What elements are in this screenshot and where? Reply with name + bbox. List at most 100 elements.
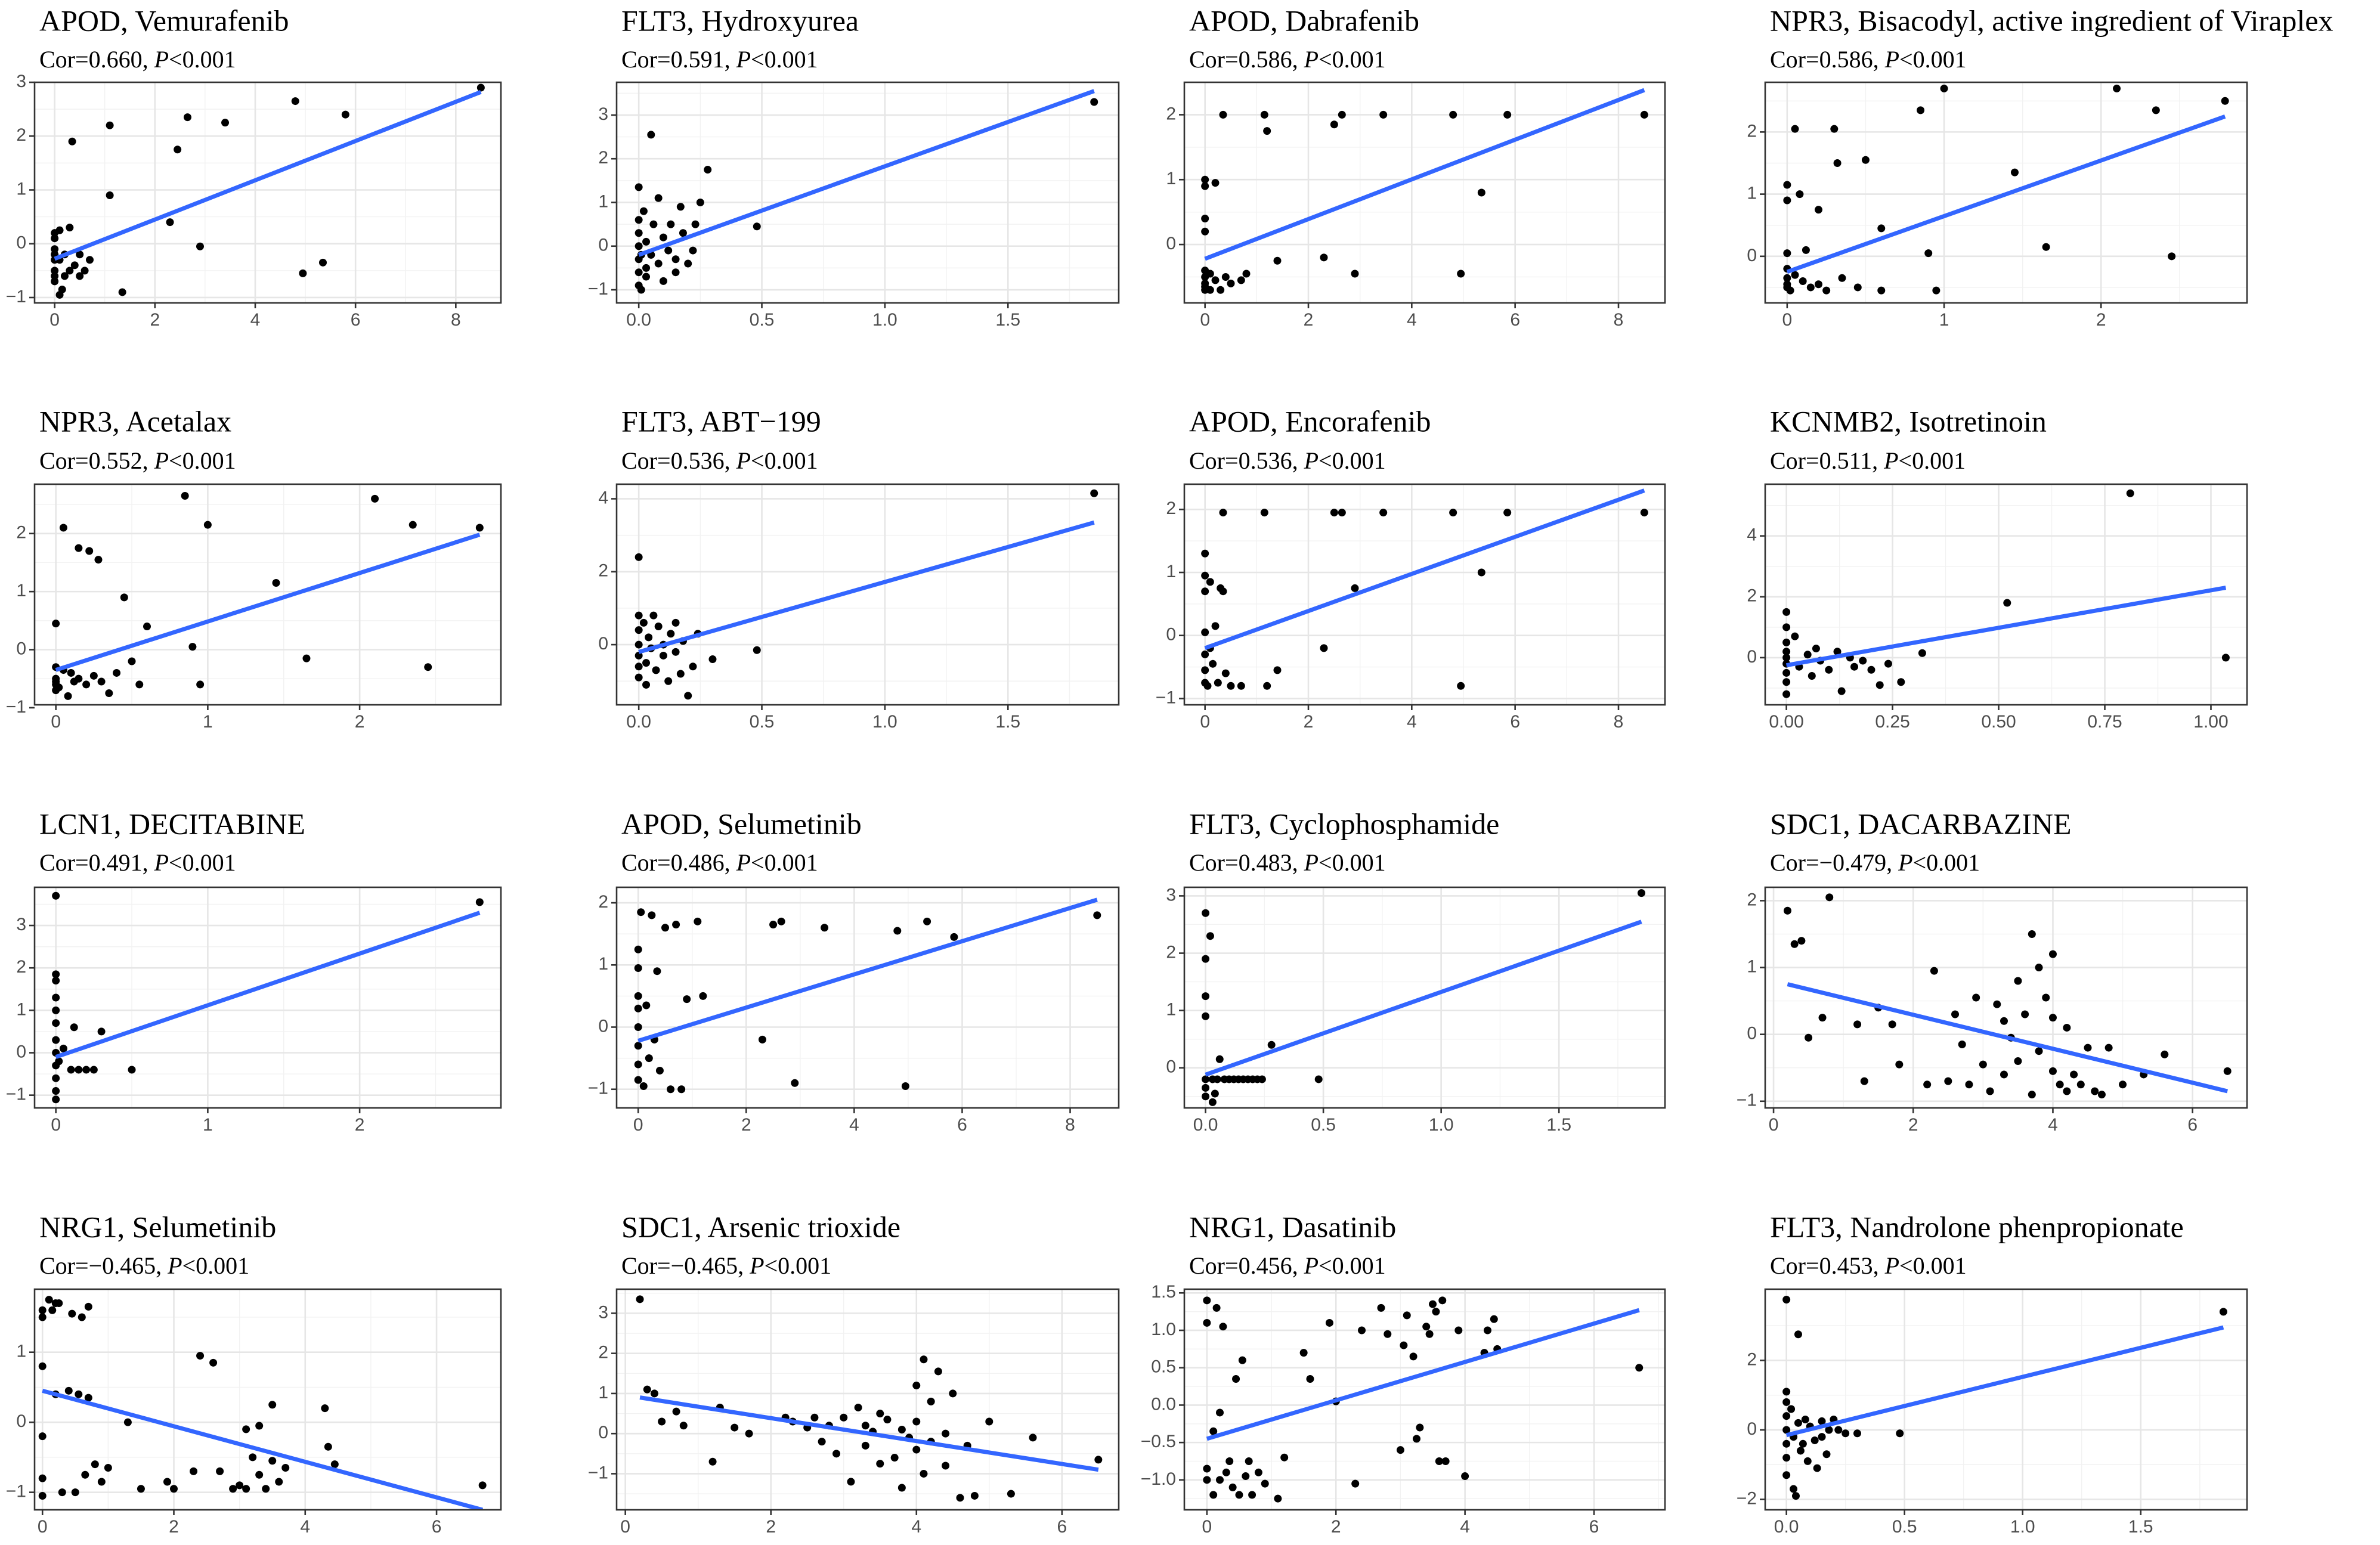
data-point — [1917, 106, 1925, 114]
data-point — [1825, 893, 1834, 902]
x-tick-label: 8 — [1065, 1115, 1075, 1135]
x-tick-label: 1.5 — [2128, 1517, 2153, 1537]
p-lt: < — [751, 849, 765, 876]
data-point — [1640, 509, 1648, 517]
data-point — [1477, 188, 1485, 197]
data-point — [2221, 97, 2229, 105]
data-point — [1260, 509, 1268, 517]
x-tick-label: 4 — [849, 1115, 859, 1135]
data-point — [2028, 1091, 2036, 1099]
data-point — [58, 1488, 66, 1497]
cor-label: Cor= — [39, 447, 89, 474]
data-point — [1850, 662, 1858, 671]
x-tick-label: 0.50 — [1981, 712, 2016, 732]
p-separator: , — [1292, 1252, 1304, 1279]
data-point — [708, 1457, 717, 1466]
x-tick-label: 0 — [51, 712, 61, 732]
data-point — [1432, 1308, 1440, 1316]
data-point — [81, 1470, 89, 1479]
cor-value: −0.465 — [89, 1252, 156, 1279]
data-point — [1782, 638, 1791, 646]
x-tick-label: 0.00 — [1769, 712, 1803, 732]
plot-panel-border — [1764, 886, 2248, 1109]
data-point — [169, 1485, 178, 1493]
data-point — [38, 1474, 47, 1482]
y-tick-label: −1 — [6, 1482, 26, 1501]
data-point — [1235, 1491, 1243, 1499]
data-point — [1201, 650, 1209, 658]
cor-value: 0.491 — [89, 849, 143, 876]
data-point — [2097, 1091, 2106, 1099]
panel-statistics: Cor=−0.479, P<0.001 — [1770, 849, 1980, 876]
data-point — [1211, 179, 1220, 187]
data-point — [291, 97, 299, 106]
data-point — [1834, 1426, 1843, 1434]
data-point — [635, 640, 643, 649]
data-point — [1209, 660, 1217, 668]
x-tick-label: 1.0 — [872, 310, 897, 330]
regression-line — [1785, 1325, 2224, 1438]
y-tick-label: 0 — [1166, 625, 1176, 645]
cor-value: 0.536 — [671, 447, 725, 474]
data-point — [52, 970, 60, 979]
panel-title: FLT3, Nandrolone phenpropionate — [1770, 1210, 2184, 1243]
plot-panel-border — [33, 886, 502, 1109]
data-point — [2042, 993, 2050, 1002]
y-tick-label: 2 — [598, 892, 608, 912]
y-tick-label: −1 — [588, 1079, 608, 1098]
x-tick-label: 4 — [300, 1517, 310, 1537]
x-tick-label: 1 — [203, 712, 213, 732]
data-point — [1396, 1446, 1404, 1454]
cor-value: 0.552 — [89, 447, 143, 474]
data-point — [648, 911, 656, 919]
data-point — [70, 1023, 78, 1032]
data-point — [1202, 992, 1210, 1001]
data-point — [861, 1441, 869, 1450]
data-point — [840, 1413, 848, 1422]
data-point — [652, 666, 660, 674]
data-point — [52, 977, 60, 985]
data-point — [1783, 181, 1791, 189]
data-point — [1263, 127, 1271, 135]
data-point — [1221, 669, 1230, 677]
p-lt: < — [1899, 46, 1913, 73]
data-point — [97, 677, 106, 686]
data-point — [689, 246, 697, 255]
panel-title: APOD, Encorafenib — [1189, 404, 1431, 438]
data-point — [1457, 270, 1465, 278]
scatter-points — [1201, 509, 1648, 690]
panel-statistics: Cor=0.536, P<0.001 — [1189, 447, 1386, 474]
data-point — [128, 657, 136, 665]
x-tick-label: 0 — [633, 1115, 643, 1135]
data-point — [1260, 110, 1268, 119]
data-point — [1212, 1304, 1221, 1312]
data-point — [1449, 509, 1457, 517]
data-point — [1029, 1433, 1037, 1442]
data-point — [635, 626, 643, 634]
data-point — [667, 630, 675, 638]
y-tick-label: 1 — [16, 999, 26, 1019]
p-symbol: P — [154, 447, 169, 474]
data-point — [1209, 1491, 1218, 1499]
x-tick-label: 0 — [620, 1517, 630, 1537]
y-tick-label: 0 — [16, 639, 26, 658]
cor-value: 0.660 — [89, 46, 143, 73]
data-point — [1944, 1077, 1952, 1085]
p-symbol: P — [1304, 1252, 1319, 1279]
data-point — [1838, 274, 1846, 282]
y-tick-label: 3 — [598, 1302, 608, 1322]
data-point — [634, 1023, 642, 1032]
data-point — [1782, 1471, 1791, 1479]
data-point — [679, 229, 687, 237]
data-point — [2035, 964, 2043, 972]
y-tick-label: −1 — [6, 697, 26, 717]
gridlines — [1765, 484, 2247, 705]
x-tick-label: 2 — [355, 712, 365, 732]
p-value: 0.001 — [1332, 447, 1386, 474]
data-point — [67, 668, 75, 677]
data-point — [1201, 227, 1209, 236]
data-point — [876, 1410, 884, 1418]
y-tick-label: −0.5 — [1141, 1432, 1176, 1451]
regression-line — [1204, 88, 1645, 261]
data-point — [1441, 1457, 1450, 1465]
